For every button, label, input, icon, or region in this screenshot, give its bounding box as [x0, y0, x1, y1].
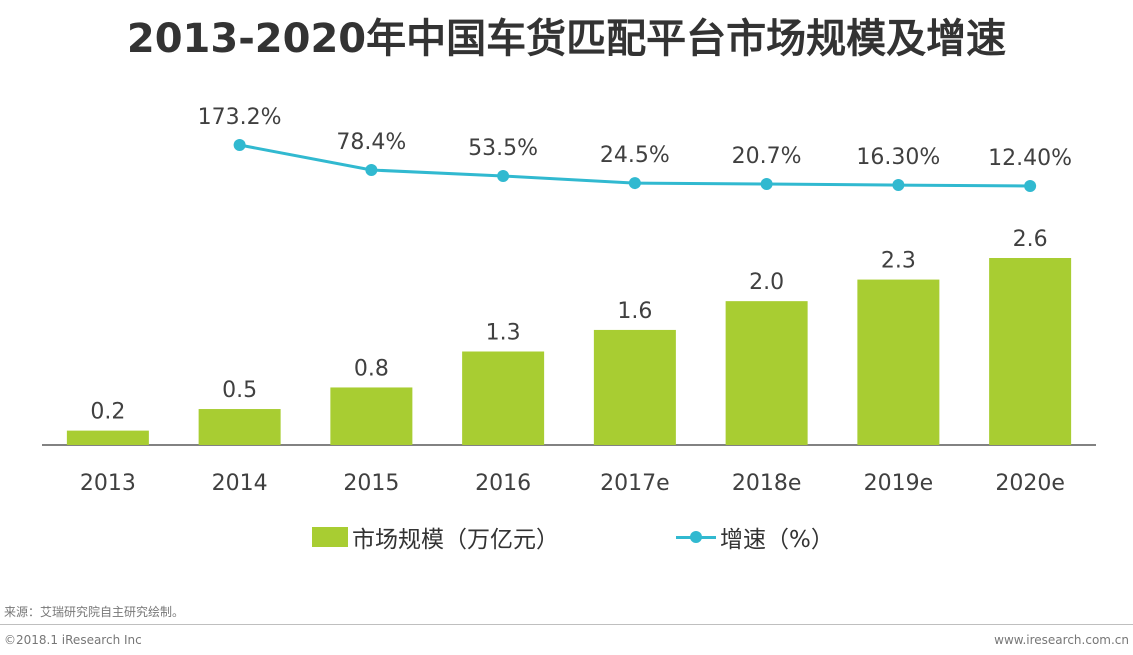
- growth-point-2019e: [892, 179, 905, 192]
- bar-2017e: [593, 329, 676, 445]
- bar-label-2014: 0.5: [222, 378, 257, 403]
- growth-point-2017e: [628, 177, 641, 190]
- bar-label-2018e: 2.0: [749, 270, 784, 295]
- growth-point-2015: [365, 164, 378, 176]
- growth-label-2019e: 16.30%: [856, 145, 940, 170]
- x-tick-2016: 2016: [475, 471, 531, 496]
- growth-point-2016: [497, 170, 510, 183]
- bar-2019e: [857, 279, 940, 445]
- legend-item-market-size: 市场规模（万亿元）: [312, 520, 559, 554]
- website-link[interactable]: www.iresearch.com.cn: [994, 633, 1129, 647]
- growth-label-2020e: 12.40%: [988, 146, 1072, 171]
- x-tick-2013: 2013: [80, 471, 136, 496]
- growth-label-2018e: 20.7%: [732, 144, 802, 169]
- x-tick-2019e: 2019e: [864, 471, 934, 496]
- bar-label-2020e: 2.6: [1013, 227, 1048, 252]
- bar-2020e: [989, 258, 1072, 445]
- x-tick-2020e: 2020e: [995, 471, 1065, 496]
- bar-label-2016: 1.3: [486, 321, 521, 346]
- legend-item-growth: 增速（%）: [676, 520, 834, 554]
- bar-2018e: [725, 301, 808, 445]
- growth-label-2017e: 24.5%: [600, 143, 670, 168]
- bar-label-2015: 0.8: [354, 356, 389, 381]
- growth-point-2014: [233, 139, 246, 151]
- copyright-text: ©2018.1 iResearch Inc: [4, 633, 142, 647]
- bar-2015: [330, 387, 413, 445]
- chart-title: 2013-2020年中国车货匹配平台市场规模及增速: [126, 16, 1007, 62]
- legend-bar-swatch: [312, 527, 348, 547]
- x-tick-2017e: 2017e: [600, 471, 670, 496]
- footer-divider: [0, 624, 1133, 625]
- growth-label-2016: 53.5%: [468, 136, 538, 161]
- legend-bar-label: 市场规模（万亿元）: [352, 527, 559, 553]
- growth-point-2020e: [1024, 180, 1037, 192]
- chart-legend: 市场规模（万亿元） 增速（%）: [0, 520, 1133, 556]
- growth-label-2015: 78.4%: [336, 130, 406, 155]
- legend-line-label: 增速（%）: [720, 527, 834, 553]
- bar-2013: [66, 430, 149, 445]
- bar-label-2019e: 2.3: [881, 249, 916, 274]
- chart-canvas: 0.2 2013 0.5 2014 0.8 2015 1.3 2016 1.6 2017e 2.0 2…: [42, 105, 1096, 496]
- growth-point-2018e: [760, 177, 773, 190]
- source-note: 来源：艾瑞研究院自主研究绘制。: [4, 605, 185, 619]
- bar-2014: [198, 409, 281, 445]
- legend-line-swatch: [676, 527, 716, 547]
- bar-label-2017e: 1.6: [617, 299, 652, 324]
- bar-2016: [462, 351, 545, 445]
- x-tick-2018e: 2018e: [732, 471, 802, 496]
- bar-label-2013: 0.2: [90, 400, 125, 425]
- growth-label-2014: 173.2%: [198, 105, 282, 130]
- x-tick-2015: 2015: [343, 471, 399, 496]
- x-tick-2014: 2014: [212, 471, 268, 496]
